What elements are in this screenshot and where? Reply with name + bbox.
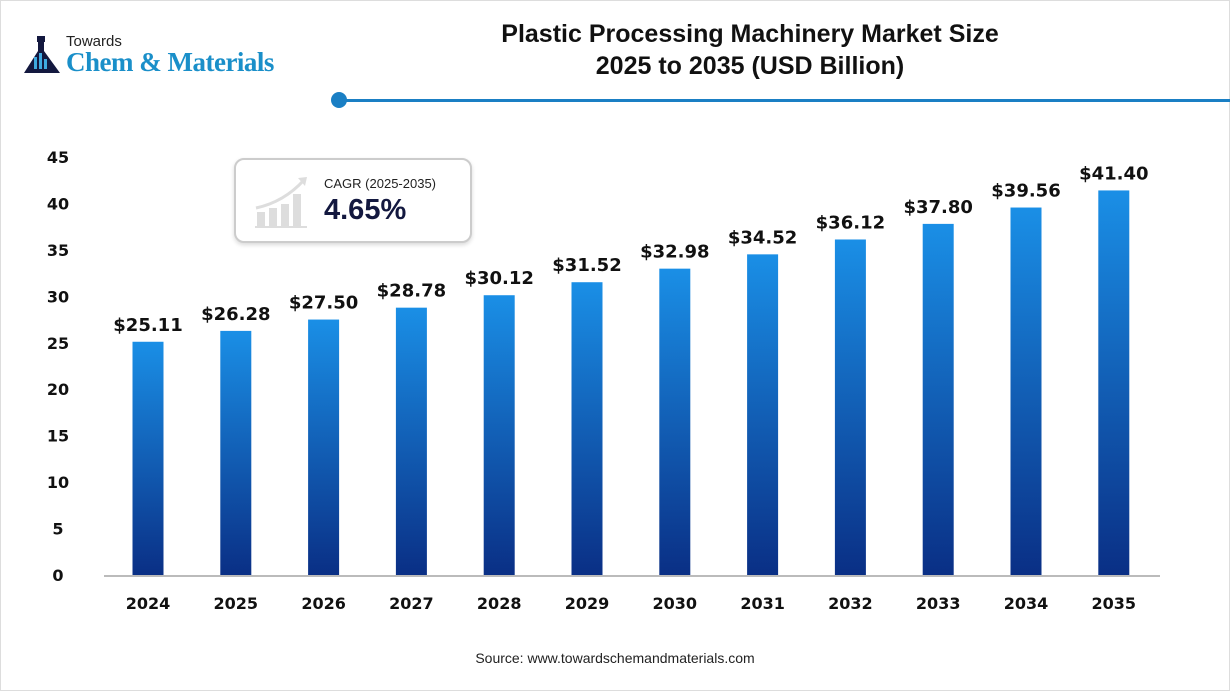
y-tick-label: 15 — [47, 427, 69, 446]
data-label: $27.50 — [289, 293, 358, 314]
x-tick-label: 2025 — [214, 594, 259, 613]
y-tick-label: 45 — [47, 148, 69, 167]
x-tick-label: 2024 — [126, 594, 171, 613]
cagr-label: CAGR (2025-2035) — [324, 176, 436, 191]
y-tick-label: 25 — [47, 334, 69, 353]
data-label: $37.80 — [903, 197, 972, 218]
growth-chart-icon — [255, 177, 307, 228]
title-line2: 2025 to 2035 (USD Billion) — [595, 52, 905, 80]
x-tick-label: 2030 — [653, 594, 698, 613]
x-tick-label: 2029 — [565, 594, 610, 613]
divider-dot — [331, 92, 347, 108]
flask-logo-icon — [24, 36, 60, 73]
cagr-value: 4.65% — [324, 194, 407, 226]
bar-2026 — [308, 319, 340, 575]
y-tick-label: 35 — [47, 241, 69, 260]
title-line1: Plastic Processing Machinery Market Size — [501, 20, 999, 48]
x-tick-label: 2026 — [301, 594, 346, 613]
bar-2033 — [922, 223, 954, 575]
data-label: $25.11 — [113, 315, 182, 336]
x-tick-label: 2028 — [477, 594, 522, 613]
source-note: Source: www.towardschemandmaterials.com — [475, 650, 755, 666]
x-tick-label: 2035 — [1092, 594, 1137, 613]
y-tick-label: 10 — [47, 473, 69, 492]
data-label: $36.12 — [816, 212, 885, 233]
y-tick-label: 30 — [47, 287, 69, 306]
data-label: $39.56 — [991, 181, 1060, 202]
bar-2025 — [220, 330, 252, 575]
data-label: $26.28 — [201, 304, 270, 325]
data-label: $28.78 — [377, 281, 446, 302]
y-tick-label: 0 — [52, 566, 63, 585]
data-label: $30.12 — [464, 268, 533, 289]
bar-2032 — [834, 239, 866, 575]
data-label: $32.98 — [640, 242, 709, 263]
data-label: $31.52 — [552, 255, 621, 276]
bar-2030 — [659, 268, 691, 575]
x-tick-label: 2032 — [828, 594, 873, 613]
logo-line2: Chem & Materials — [66, 47, 274, 77]
cagr-callout: CAGR (2025-2035) 4.65% — [234, 158, 472, 243]
data-label: $41.40 — [1079, 163, 1148, 184]
y-tick-label: 20 — [47, 380, 69, 399]
title-divider — [340, 99, 1230, 102]
x-tick-label: 2034 — [1004, 594, 1049, 613]
bar-2031 — [747, 254, 779, 576]
logo-line1: Towards — [66, 33, 122, 50]
bar-2034 — [1010, 207, 1042, 575]
bar-2024 — [132, 341, 164, 575]
logo: Towards Chem & Materials — [22, 33, 274, 81]
chart-title: Plastic Processing Machinery Market Size… — [420, 18, 1080, 82]
y-tick-label: 5 — [52, 520, 63, 539]
y-tick-label: 40 — [47, 194, 69, 213]
bar-2027 — [395, 307, 427, 575]
bar-2029 — [571, 282, 603, 575]
x-tick-label: 2027 — [389, 594, 434, 613]
x-tick-label: 2031 — [740, 594, 785, 613]
x-tick-label: 2033 — [916, 594, 961, 613]
bar-2028 — [483, 295, 515, 575]
bar-2035 — [1098, 190, 1130, 575]
data-label: $34.52 — [728, 227, 797, 248]
